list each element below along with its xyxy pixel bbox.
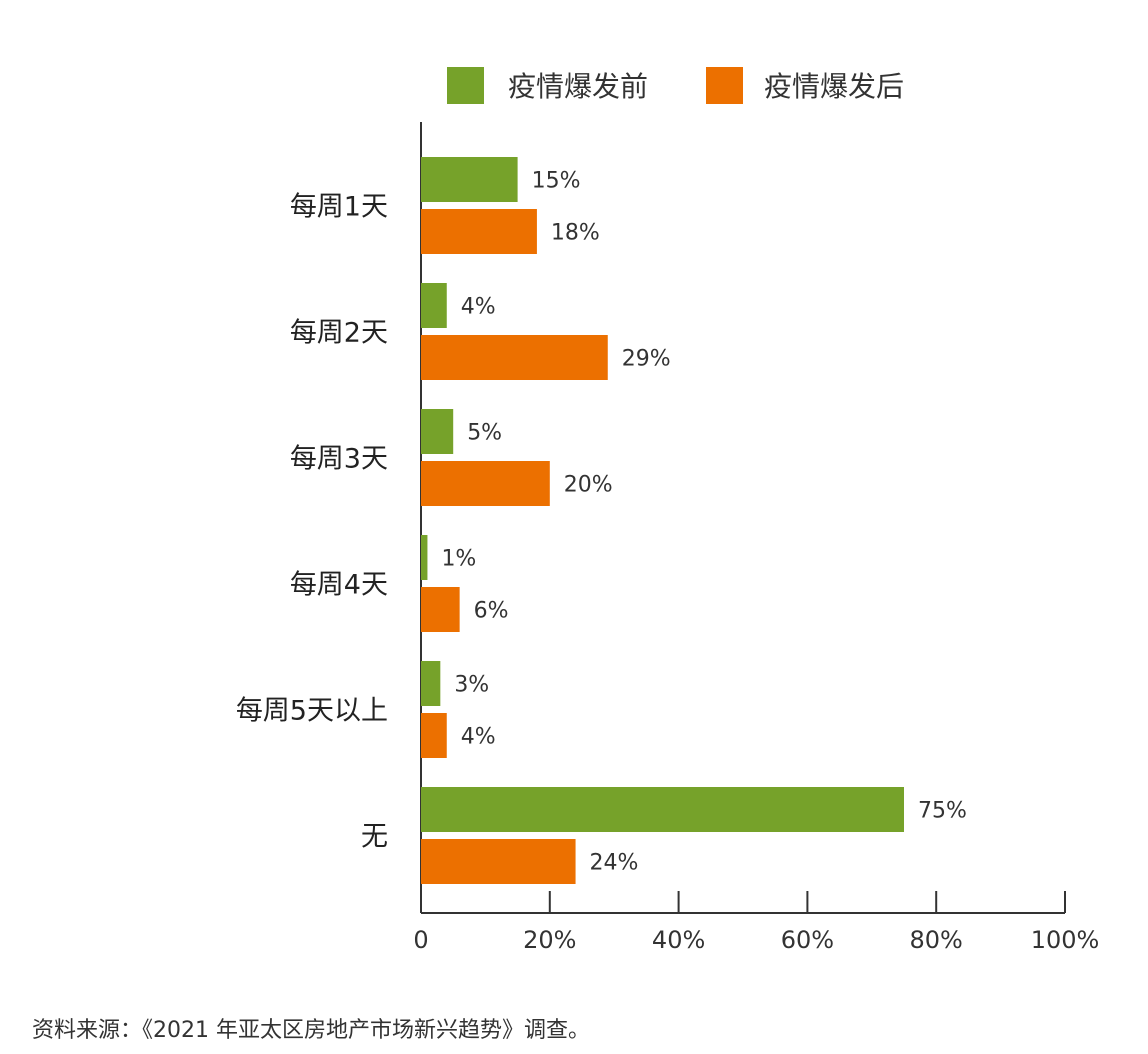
x-axis: 0 20% 40% 60% 80% 100%	[413, 891, 1099, 954]
data-label-before-5: 75%	[918, 799, 967, 824]
data-label-after-5: 24%	[590, 851, 639, 876]
bar-before-2	[421, 409, 454, 454]
bar-after-2	[421, 461, 550, 506]
data-label-after-1: 29%	[622, 347, 671, 372]
x-tick-label-2: 40%	[652, 926, 705, 954]
bar-after-4	[421, 713, 447, 758]
legend-swatch-2	[706, 67, 743, 104]
bar-after-5	[421, 839, 576, 884]
data-label-after-2: 20%	[564, 473, 613, 498]
legend: 疫情爆发前 疫情爆发后	[447, 67, 904, 104]
x-tick-label-1: 20%	[523, 926, 576, 954]
data-label-before-4: 3%	[454, 673, 489, 698]
data-label-before-3: 1%	[441, 547, 476, 572]
bar-after-0	[421, 209, 537, 254]
x-tick-label-3: 60%	[781, 926, 834, 954]
data-label-after-4: 4%	[461, 725, 496, 750]
bar-before-4	[421, 661, 441, 706]
category-label-2: 每周3天	[290, 444, 388, 475]
category-label-0: 每周1天	[290, 192, 388, 223]
legend-label-2: 疫情爆发后	[764, 70, 904, 103]
bar-after-1	[421, 335, 608, 380]
bars	[421, 157, 904, 884]
data-label-before-2: 5%	[467, 421, 502, 446]
legend-label-1: 疫情爆发前	[508, 70, 648, 103]
category-label-1: 每周2天	[290, 318, 388, 349]
category-label-4: 每周5天以上	[236, 696, 388, 727]
bar-before-1	[421, 283, 447, 328]
bar-before-5	[421, 787, 904, 832]
data-label-before-1: 4%	[461, 295, 496, 320]
legend-swatch-1	[447, 67, 484, 104]
bar-before-3	[421, 535, 428, 580]
data-labels: 15% 18% 4% 29% 5% 20% 1% 6% 3% 4% 75% 24%	[441, 169, 966, 876]
x-tick-label-5: 100%	[1031, 926, 1100, 954]
data-label-after-0: 18%	[551, 221, 600, 246]
bar-before-0	[421, 157, 518, 202]
data-label-after-3: 6%	[474, 599, 509, 624]
category-label-3: 每周4天	[290, 570, 388, 601]
x-tick-label-0: 0	[413, 926, 428, 954]
bar-after-3	[421, 587, 460, 632]
source-note: 资料来源：《2021 年亚太区房地产市场新兴趋势》调查。	[32, 1018, 590, 1043]
x-tick-label-4: 80%	[910, 926, 963, 954]
category-label-5: 无	[361, 822, 388, 853]
data-label-before-0: 15%	[532, 169, 581, 194]
